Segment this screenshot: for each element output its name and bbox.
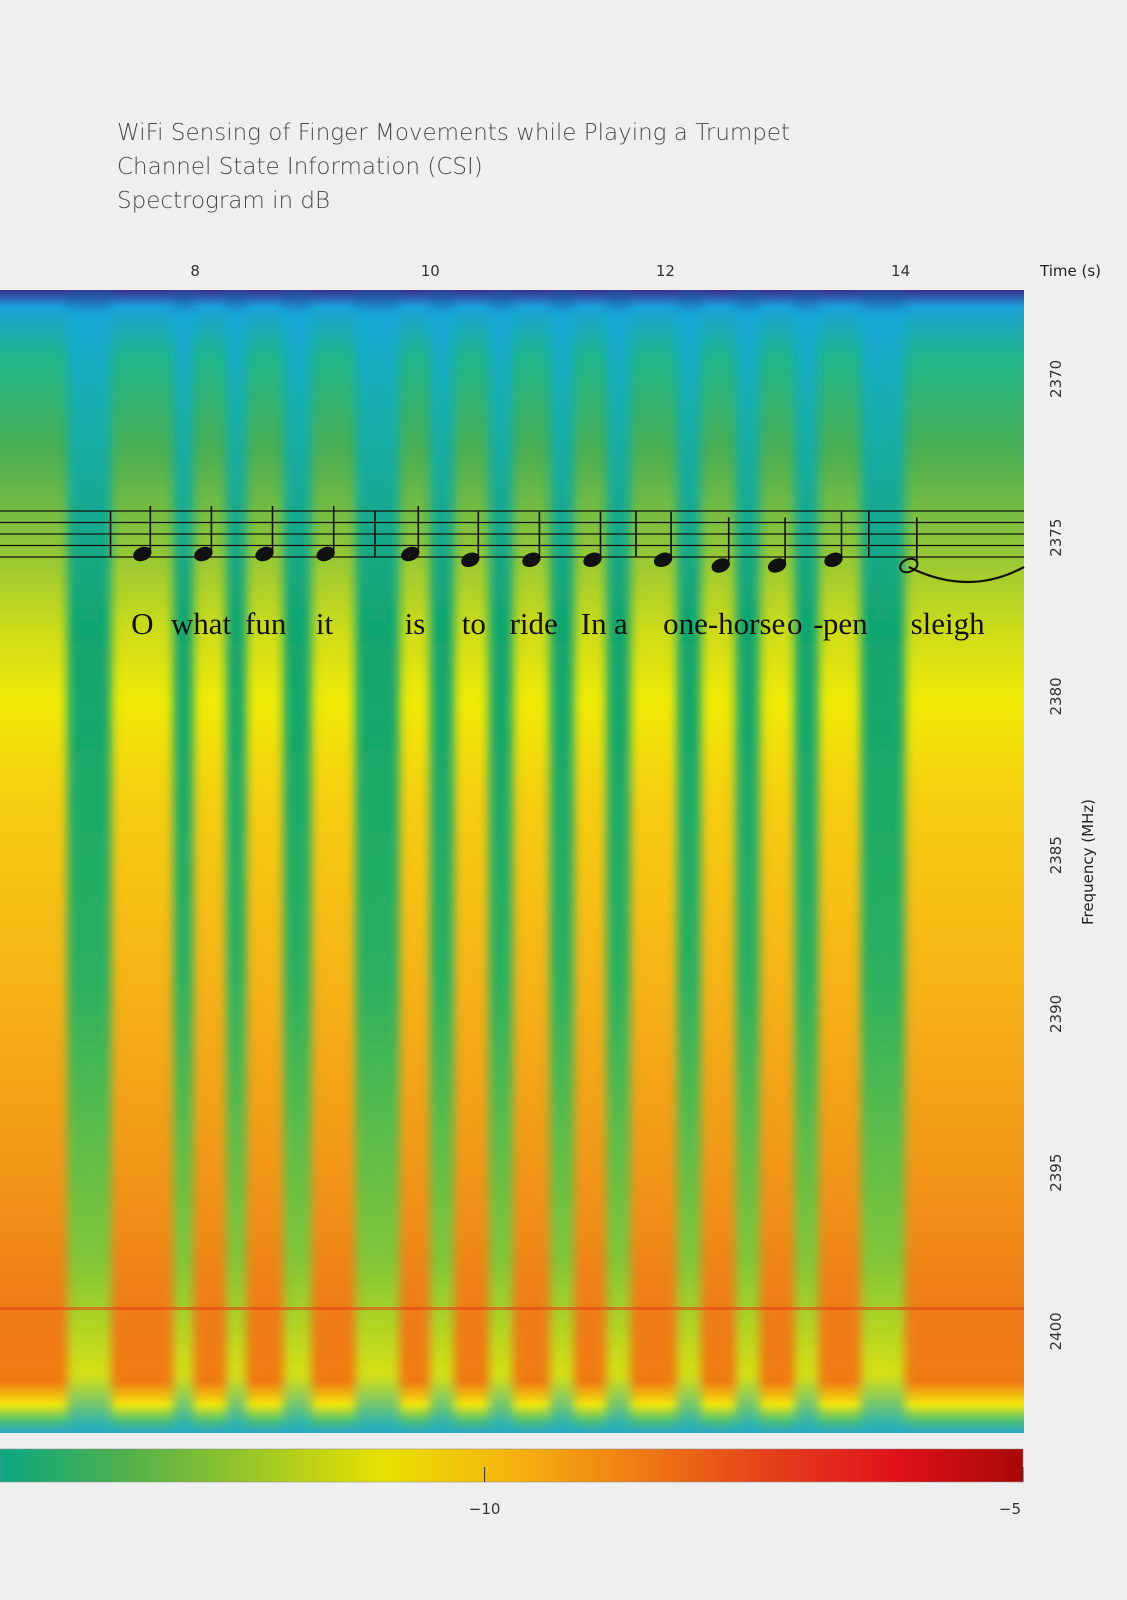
low-power-band (488, 290, 513, 1433)
colorbar (0, 1448, 1024, 1483)
quarter-note (711, 517, 730, 573)
low-power-band (430, 290, 454, 1433)
chart-title: WiFi Sensing of Finger Movements while P… (117, 120, 791, 146)
chart-title-block: WiFi Sensing of Finger Movements while P… (117, 116, 790, 218)
colorbar-tick-label: −5 (999, 1500, 1021, 1518)
lyric-word: to (462, 606, 486, 641)
lyric-word: it (316, 606, 334, 641)
low-power-band (67, 290, 112, 1433)
quarter-note (522, 511, 541, 568)
x-tick-label: 12 (656, 262, 675, 280)
quarter-note (583, 511, 602, 568)
quarter-note (194, 506, 213, 562)
x-tick-label: 8 (190, 262, 200, 280)
y-tick-label: 2380 (1047, 677, 1065, 715)
spectrogram-heatmap (0, 290, 1024, 1433)
lyric-word: pen (823, 606, 868, 641)
low-power-band (283, 290, 312, 1433)
colorbar-tick-label: −10 (469, 1500, 501, 1518)
lyric-word: o (787, 606, 803, 641)
y-tick-label: 2370 (1047, 360, 1065, 398)
low-power-band (735, 290, 760, 1433)
quarter-note (767, 517, 787, 573)
y-tick-label: 2390 (1047, 995, 1065, 1033)
lyric-word: fun (245, 606, 287, 641)
lyric-word: is (405, 606, 426, 641)
lyric-word: - (813, 606, 823, 641)
lyric-word: one-horse (663, 606, 785, 641)
y-tick-label: 2375 (1047, 519, 1065, 557)
low-power-band (550, 290, 574, 1433)
lyric-word: sleigh (911, 606, 986, 641)
y-tick-label: 2385 (1047, 836, 1065, 874)
lyric-word: In (581, 606, 607, 641)
x-axis-title: Time (s) (1039, 262, 1101, 280)
y-tick-label: 2400 (1047, 1312, 1065, 1350)
half-note (899, 517, 919, 574)
chart-subtitle-2: Spectrogram in dB (117, 188, 331, 214)
low-power-band (676, 290, 701, 1433)
quarter-note (653, 511, 673, 568)
x-tick-label: 10 (421, 262, 440, 280)
lyric-word: ride (510, 606, 558, 641)
quarter-note (401, 506, 420, 562)
lyric-word: O (131, 606, 153, 641)
y-axis-ticks: 2370 2375 2380 2385 2390 2395 2400 (1047, 360, 1065, 1351)
y-tick-label: 2395 (1047, 1154, 1065, 1192)
low-power-band (794, 290, 819, 1433)
chart-subtitle-1: Channel State Information (CSI) (117, 154, 483, 180)
low-power-band (355, 290, 400, 1433)
low-power-band (860, 290, 905, 1433)
quarter-note (255, 506, 274, 562)
lyric-word: a (614, 606, 628, 641)
low-power-band (226, 290, 247, 1433)
low-power-band (606, 290, 631, 1433)
quarter-note (824, 511, 843, 568)
colorbar-ticks: −10 −5 (469, 1467, 1024, 1518)
lyric-word: what (171, 606, 232, 641)
tie (908, 566, 1025, 584)
music-notes (133, 506, 1025, 584)
music-staff (0, 510, 1024, 558)
y-axis-title: Frequency (MHz) (1079, 799, 1097, 925)
low-power-band (173, 290, 194, 1433)
quarter-note (316, 506, 335, 562)
x-tick-label: 14 (891, 262, 910, 280)
quarter-note (461, 511, 480, 568)
quarter-note (133, 506, 152, 562)
x-axis-ticks: 8 10 12 14 (190, 262, 910, 280)
